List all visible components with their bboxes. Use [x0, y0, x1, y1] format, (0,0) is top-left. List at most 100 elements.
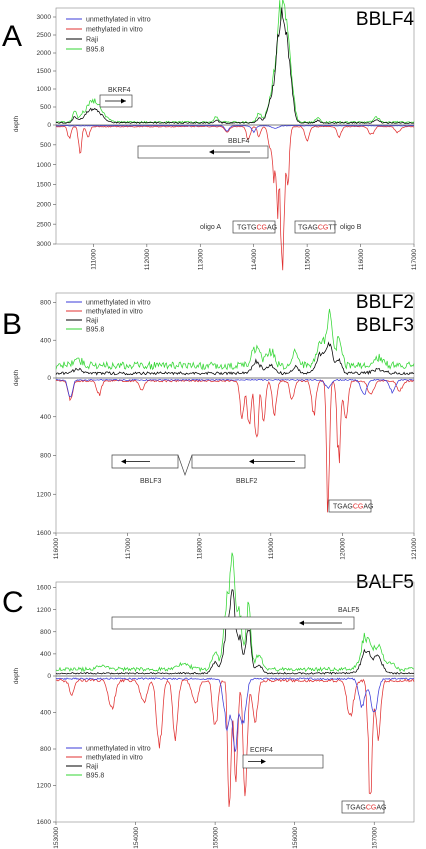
x-tick-label: 112000	[144, 249, 151, 271]
y-tick-label: 1600	[37, 585, 52, 592]
series-line-methylated-in-vitro-b	[55, 379, 415, 513]
oligo-b-label: oligo B	[340, 224, 362, 231]
motif-box-b-panel	[328, 499, 372, 513]
motif-text-b: TGAGCGTT	[298, 225, 338, 232]
x-tick-label: 154000	[133, 827, 140, 849]
panel-title-c: BALF5	[356, 572, 414, 593]
legend-label-unmethylated-b: unmethylated in vitro	[86, 300, 151, 307]
x-tick-label: 114000	[251, 249, 258, 271]
y-tick-label: 1500	[37, 68, 52, 75]
oligo-a-label: oligo A	[200, 224, 221, 231]
series-line-methylated-in-vitro-c	[55, 678, 415, 807]
x-tick-label: 156000	[292, 827, 299, 849]
y-tick-label: 2500	[37, 221, 52, 228]
legend-label-unmethylated-a: unmethylated in vitro	[86, 17, 151, 24]
y-tick-label: 500	[40, 104, 51, 111]
y-tick-label: 3000	[37, 14, 52, 21]
legend-label-unmethylated-c: unmethylated in vitro	[86, 746, 151, 753]
gene-box-bblf2	[191, 454, 306, 469]
x-tick-label: 119000	[268, 538, 275, 560]
y-axis-label-a: depth	[13, 115, 20, 132]
legend-label-b958-c: B95.8	[86, 773, 104, 780]
arrowhead-bblf4-icon	[209, 149, 214, 155]
legend-a: unmethylated in vitro methylated in vitr…	[66, 17, 151, 54]
x-tick-label: 116000	[53, 538, 60, 560]
x-tick-label: 121000	[411, 538, 418, 560]
gene-box-ecrf4	[242, 754, 324, 769]
motif-box-c	[341, 800, 385, 814]
series-line-unmethylated-in-vitro-c	[55, 677, 415, 752]
gene-label-bblf4: BBLF4	[228, 138, 250, 145]
x-tick-label: 117000	[125, 538, 132, 560]
plot-frame-b	[55, 292, 415, 534]
series-layer-b	[55, 308, 415, 513]
gene-box-balf5	[111, 616, 355, 630]
x-tick-label: 157000	[371, 827, 378, 849]
x-tick-label: 111000	[91, 249, 98, 270]
y-tick-label: 400	[40, 414, 51, 421]
y-tick-label: 0	[47, 673, 51, 680]
arrowhead-ecrf4-icon	[261, 759, 266, 764]
y-tick-label: 2500	[37, 32, 52, 39]
y-tick-label: 2000	[37, 50, 52, 57]
panel-c: C BALF5 depth 0 400 800 1200 1600 400 800 1200 1…	[2, 552, 415, 849]
motif-box-b	[294, 220, 336, 234]
x-ticks-c: 153000 154000 155000 156000 157000	[53, 822, 378, 849]
y-tick-label: 1200	[37, 783, 52, 790]
y-tick-label: 1000	[37, 162, 52, 169]
series-layer-a	[55, 0, 415, 271]
y-tick-label: 3000	[37, 241, 52, 248]
y-tick-label: 800	[40, 629, 51, 636]
x-tick-label: 153000	[53, 827, 60, 849]
series-line-raji-a	[55, 7, 415, 124]
x-ticks-a: 111000 112000 113000 114000 115000 116000 1170…	[91, 244, 418, 271]
legend-label-raji-b: Raji	[86, 318, 99, 325]
x-ticks-b: 116000 117000 118000 119000 120000 121000	[53, 533, 418, 560]
panel-label-b: B	[2, 308, 22, 341]
y-tick-label: 800	[40, 746, 51, 753]
legend-c: unmethylated in vitro methylated in vitr…	[66, 746, 151, 780]
y-tick-label: 400	[40, 651, 51, 658]
y-axis-label-b: depth	[13, 369, 20, 386]
legend-label-raji-a: Raji	[86, 37, 99, 44]
legend-b: unmethylated in vitro methylated in vitr…	[66, 300, 151, 334]
series-line-unmethylated-in-vitro-a	[55, 125, 415, 134]
y-tick-label: 800	[40, 453, 51, 460]
series-line-b95-8-c	[55, 552, 415, 673]
arrowhead-bblf3-icon	[121, 459, 126, 464]
legend-label-methylated-b: methylated in vitro	[86, 309, 143, 316]
gene-label-balf5: BALF5	[338, 607, 360, 614]
motif-text-b-panel: TGAGCGAG	[333, 504, 373, 511]
y-ticks-c: 0 400 800 1200 1600 400 800 1200 1600	[37, 585, 56, 826]
legend-label-methylated-a: methylated in vitro	[86, 27, 143, 34]
arrowhead-bblf2-icon	[249, 459, 254, 464]
y-axis-label-c: depth	[13, 667, 20, 684]
y-ticks-b: 0 400 800 400 800 1200 1600	[37, 300, 56, 537]
gene-box-bblf4	[137, 145, 269, 159]
gene-label-ecrf4: ECRF4	[250, 747, 273, 754]
legend-label-methylated-c: methylated in vitro	[86, 755, 143, 762]
x-tick-label: 113000	[197, 249, 204, 271]
motif-text-c: TGAGCGAG	[346, 805, 386, 812]
y-tick-label: 0	[47, 122, 51, 129]
y-tick-label: 0	[47, 375, 51, 382]
x-tick-label: 117000	[411, 249, 418, 271]
y-tick-label: 1200	[37, 491, 52, 498]
series-line-methylated-in-vitro-a	[55, 125, 415, 271]
x-tick-label: 118000	[196, 538, 203, 560]
gene-label-bkrf4: BKRF4	[108, 87, 131, 94]
gene-label-bblf3: BBLF3	[140, 478, 162, 485]
motif-box-a	[232, 220, 276, 234]
legend-label-b958-a: B95.8	[86, 47, 104, 54]
y-tick-label: 1600	[37, 530, 52, 537]
y-tick-label: 1600	[37, 819, 52, 826]
panel-title-b-1: BBLF2	[356, 292, 414, 313]
panel-label-a: A	[2, 20, 22, 53]
y-tick-label: 400	[40, 710, 51, 717]
gene-label-bblf2: BBLF2	[236, 478, 258, 485]
panel-title-b-2: BBLF3	[356, 315, 414, 336]
legend-label-b958-b: B95.8	[86, 327, 104, 334]
x-tick-label: 120000	[340, 538, 347, 560]
y-tick-label: 400	[40, 337, 51, 344]
